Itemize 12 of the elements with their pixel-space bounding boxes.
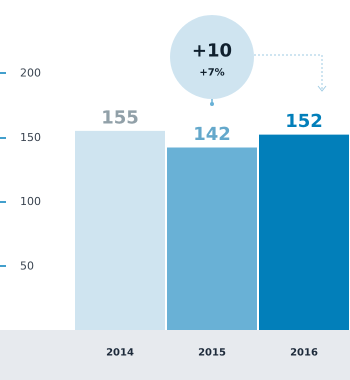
annotation: +7%: [199, 68, 225, 78]
x-tick-label: 2015: [198, 348, 226, 358]
y-tick-label: 50: [20, 259, 34, 272]
text: +10: [192, 40, 232, 62]
data-label: 155: [101, 107, 139, 128]
y-tick-label: 100: [20, 195, 41, 208]
x-tick-label: 2014: [106, 348, 134, 358]
y-tick-label: 200: [20, 66, 41, 80]
x-tick-label: 2016: [290, 348, 318, 358]
y-tick-label: 150: [20, 130, 41, 144]
data-label: 152: [285, 111, 323, 132]
data-label: 142: [193, 124, 231, 146]
